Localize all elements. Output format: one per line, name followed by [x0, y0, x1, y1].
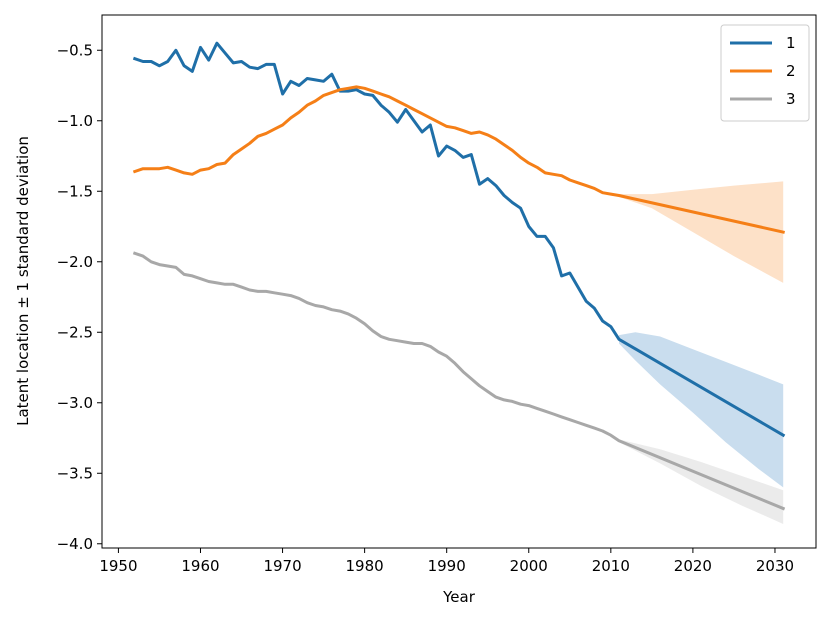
x-tick-label: 1990	[428, 557, 466, 575]
y-axis: −0.5 −1.0 −1.5 −2.0 −2.5 −3.0 −3.5 −4.0	[57, 41, 102, 553]
plot-area	[102, 15, 816, 548]
x-tick-label: 1970	[263, 557, 301, 575]
y-tick-label: −4.0	[57, 535, 93, 553]
legend-label-2: 2	[786, 62, 796, 80]
legend: 1 2 3	[720, 24, 810, 122]
y-tick-label: −2.5	[57, 323, 93, 341]
legend-box	[720, 24, 810, 122]
line-series-1	[132, 41, 786, 438]
x-tick-label: 2030	[756, 557, 794, 575]
legend-label-1: 1	[786, 34, 796, 52]
y-tick-label: −2.0	[57, 253, 93, 271]
y-tick-label: −3.5	[57, 464, 93, 482]
y-tick-label: −1.0	[57, 112, 93, 130]
plot-frame	[101, 14, 817, 549]
x-tick-label: 2010	[592, 557, 630, 575]
x-axis-label: Year	[442, 588, 476, 606]
series-lines	[132, 41, 786, 511]
x-axis: 1950 1960 1970 1980 1990 2000 2010 2020 2030	[99, 548, 794, 575]
line-series-2	[132, 85, 785, 234]
line-series-3	[132, 251, 786, 511]
band-series-1	[619, 332, 784, 488]
y-tick-label: −1.5	[57, 182, 93, 200]
y-tick-label: −3.0	[57, 394, 93, 412]
x-tick-label: 1980	[346, 557, 384, 575]
legend-label-3: 3	[786, 90, 796, 108]
x-tick-label: 1960	[181, 557, 219, 575]
band-series-2	[619, 181, 784, 283]
y-tick-label: −0.5	[57, 41, 93, 59]
confidence-bands	[619, 181, 784, 524]
x-tick-label: 2020	[674, 557, 712, 575]
x-tick-label: 1950	[99, 557, 137, 575]
x-tick-label: 2000	[510, 557, 548, 575]
band-series-3	[619, 439, 784, 524]
y-axis-label: Latent location ± 1 standard deviation	[14, 136, 32, 426]
